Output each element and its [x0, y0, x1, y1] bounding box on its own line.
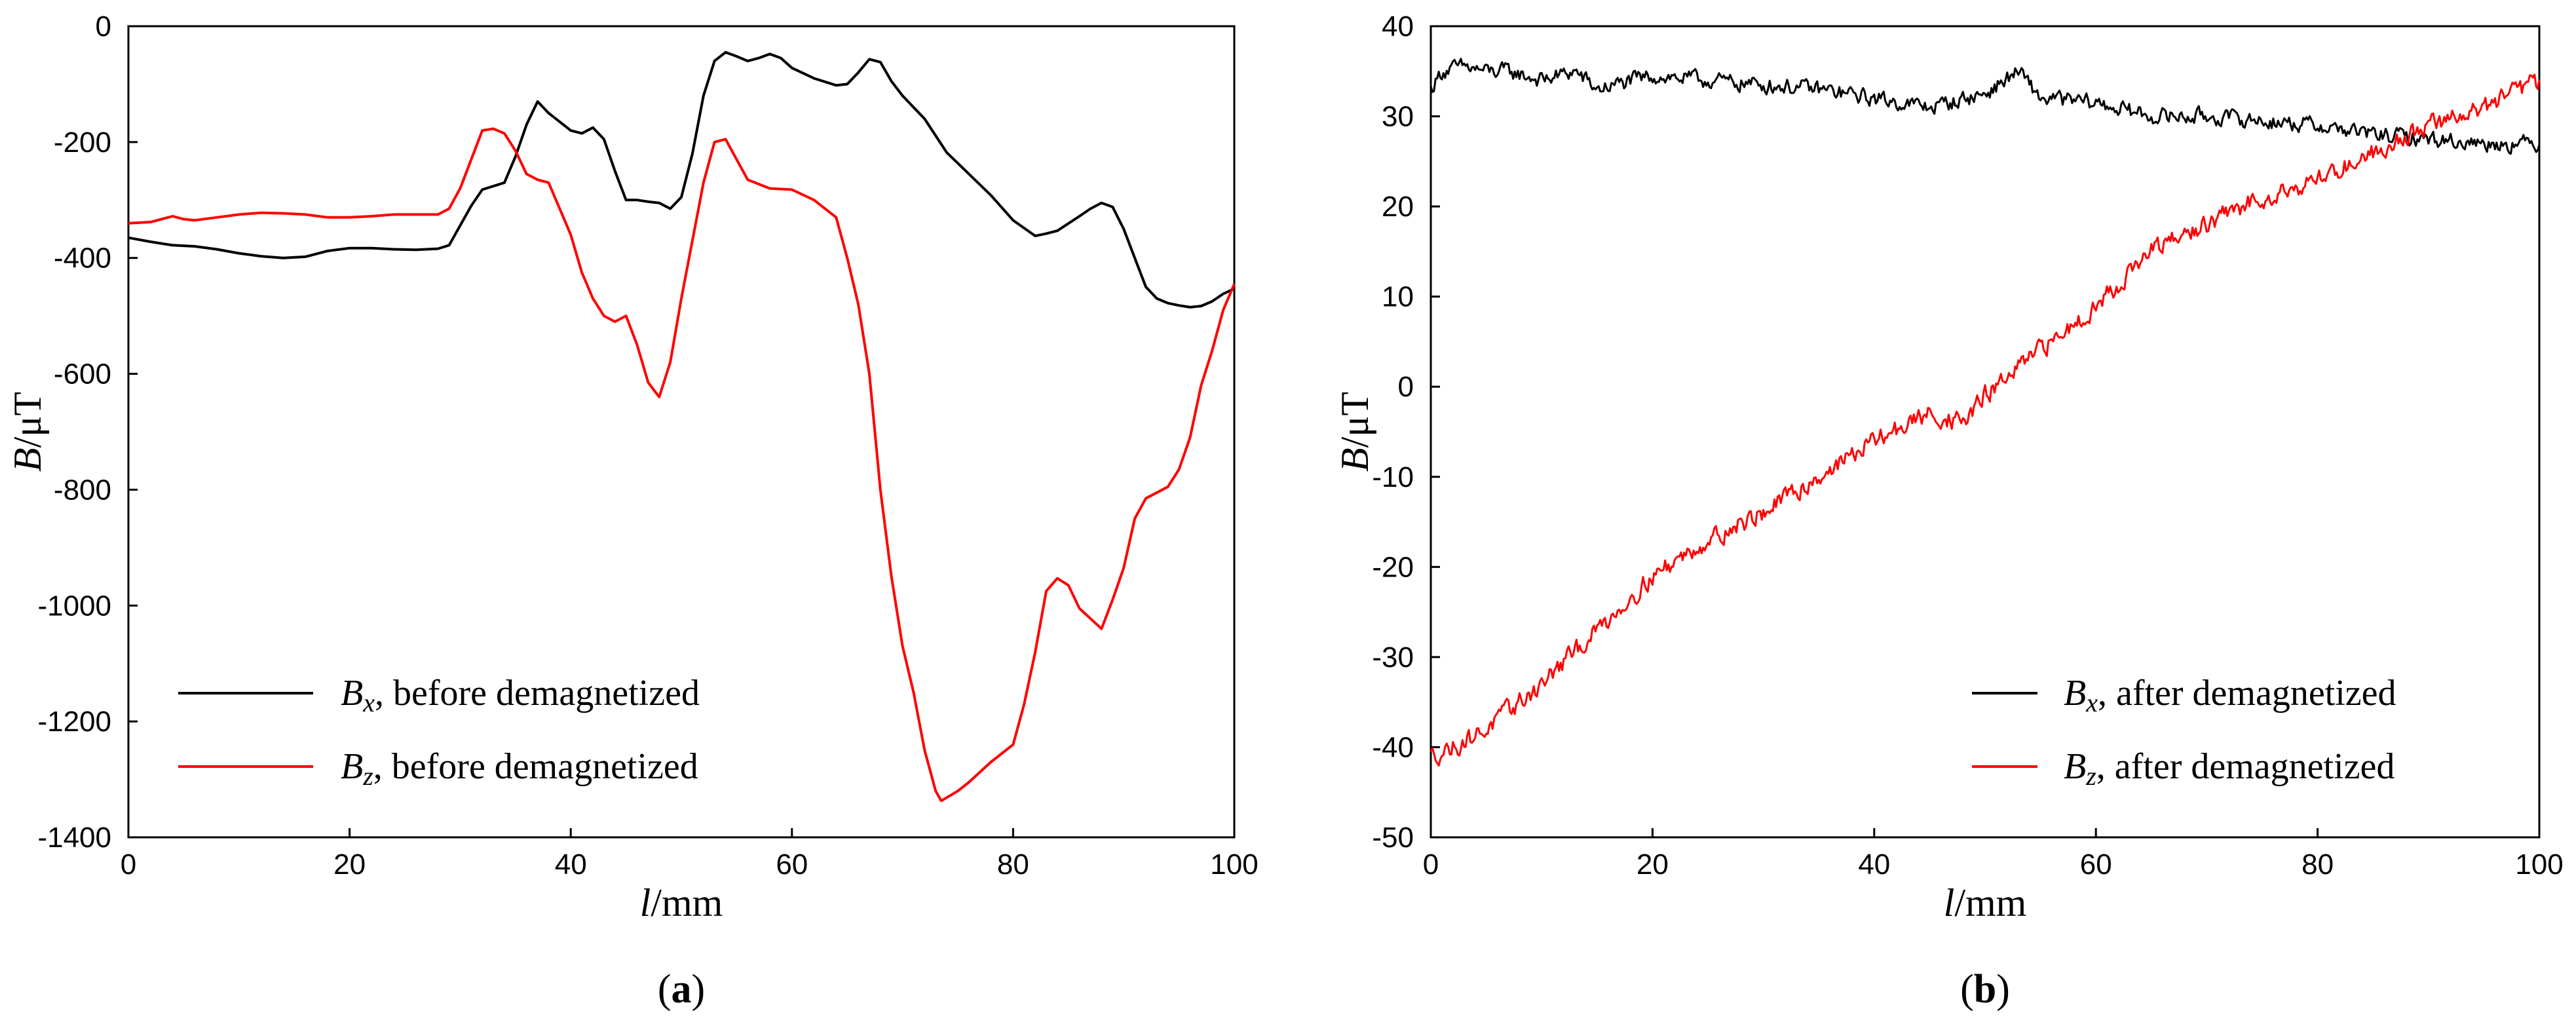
y-axis-unit-a: /μT — [6, 392, 49, 448]
x-tick-label-a-3: 60 — [776, 848, 808, 881]
data-lines-a — [128, 50, 1236, 803]
y-tick-label-b-0: -50 — [1372, 822, 1414, 854]
legend-rest-b-0: , after demagnetized — [2098, 673, 2396, 713]
x-tick-label-b-5: 100 — [2515, 848, 2563, 881]
legend-rest-b-1: , after demagnetized — [2096, 746, 2395, 787]
legend-var-b-1: B — [2064, 746, 2086, 787]
legend-rest-a-0: , before demagnetized — [375, 673, 700, 713]
x-axis-var-b: l — [1944, 881, 1955, 924]
x-axis-title-a: l/mm — [640, 881, 723, 924]
y-tick-label-a-2: -1000 — [37, 590, 111, 622]
legend-var-a-0: B — [341, 673, 363, 713]
y-tick-label-b-1: -40 — [1372, 731, 1414, 763]
legend-sub-a-1: z — [362, 761, 373, 791]
plot-frame-a — [127, 25, 1236, 839]
legend-var-b-0: B — [2064, 673, 2086, 713]
axis-ticks-b: 0 20 40 60 80 100 -50 -40 -30 -20 -10 0 10 20 30 40 — [1372, 10, 2563, 881]
y-tick-label-b-6: 10 — [1382, 281, 1414, 313]
legend-label-b-1: Bz, after demagnetized — [2064, 746, 2395, 791]
x-axis-title-b: l/mm — [1944, 881, 2027, 924]
chart-panel-a: 0 20 40 60 80 100 -1400 -1200 -1000 -800 -600 -400 -… — [6, 10, 1259, 1012]
y-tick-label-a-1: -1200 — [37, 706, 111, 738]
x-tick-label-a-2: 40 — [555, 848, 587, 881]
y-axis-var-a: B — [6, 447, 49, 472]
panel-open-a: ( — [658, 967, 672, 1012]
panel-open-b: ( — [1960, 967, 1974, 1012]
y-tick-label-b-2: -30 — [1372, 641, 1414, 674]
panel-close-a: ) — [692, 967, 706, 1012]
x-axis-unit-b: /mm — [1954, 881, 2026, 924]
series-line-b-1 — [1430, 73, 2541, 767]
legend-sub-a-0: x — [362, 688, 375, 717]
legend-label-a-0: Bx, before demagnetized — [341, 673, 700, 717]
y-tick-label-a-0: -1400 — [37, 822, 111, 854]
legend-label-b-0: Bx, after demagnetized — [2064, 673, 2396, 717]
y-tick-label-a-6: -200 — [54, 126, 111, 159]
y-tick-label-b-4: -10 — [1372, 461, 1414, 493]
y-tick-label-b-3: -20 — [1372, 551, 1414, 583]
y-tick-label-a-5: -400 — [54, 242, 111, 275]
plot-frame-b — [1430, 25, 2541, 839]
legend-sub-b-0: x — [2085, 688, 2098, 717]
x-tick-label-a-4: 80 — [997, 848, 1029, 881]
data-lines-b — [1430, 58, 2541, 767]
panel-close-b: ) — [1996, 967, 2010, 1012]
x-tick-label-a-5: 100 — [1210, 848, 1258, 881]
series-line-a-1 — [128, 127, 1236, 803]
y-tick-label-b-7: 20 — [1382, 191, 1414, 223]
y-axis-unit-b: /μT — [1333, 392, 1376, 448]
x-tick-label-b-2: 40 — [1858, 848, 1890, 881]
series-line-b-0 — [1430, 58, 2541, 155]
legend-label-a-1: Bz, before demagnetized — [341, 746, 698, 791]
legend-rest-a-1: , before demagnetized — [373, 746, 698, 787]
y-tick-label-b-9: 40 — [1382, 10, 1414, 43]
axis-ticks-a: 0 20 40 60 80 100 -1400 -1200 -1000 -800 -600 -400 -… — [37, 10, 1258, 881]
panel-label-b: (b) — [1960, 967, 2010, 1012]
panel-label-a: (a) — [658, 967, 705, 1012]
y-tick-label-a-7: 0 — [96, 10, 111, 43]
x-tick-label-b-4: 80 — [2301, 848, 2334, 881]
legend-var-a-1: B — [341, 746, 363, 787]
y-axis-var-b: B — [1333, 447, 1376, 472]
panel-letter-b: b — [1974, 967, 1996, 1012]
panel-letter-a: a — [672, 967, 692, 1012]
y-tick-label-a-3: -800 — [54, 474, 111, 506]
x-tick-label-a-0: 0 — [121, 848, 136, 881]
y-tick-label-b-8: 30 — [1382, 101, 1414, 133]
x-tick-label-a-1: 20 — [333, 848, 366, 881]
x-tick-label-b-3: 60 — [2080, 848, 2112, 881]
y-axis-title-a: B/μT — [6, 392, 49, 472]
y-axis-title-b: B/μT — [1333, 392, 1376, 472]
series-line-a-0 — [128, 50, 1235, 309]
x-tick-label-b-1: 20 — [1637, 848, 1669, 881]
x-axis-var-a: l — [640, 881, 651, 924]
legend-b: Bx, after demagnetized Bz, after demagne… — [1972, 673, 2396, 791]
x-tick-label-b-0: 0 — [1423, 848, 1439, 881]
legend-a: Bx, before demagnetized Bz, before demag… — [178, 673, 700, 791]
legend-sub-b-1: z — [2085, 761, 2096, 791]
x-axis-unit-a: /mm — [651, 881, 723, 924]
y-tick-label-b-5: 0 — [1398, 371, 1414, 403]
y-tick-label-a-4: -600 — [54, 358, 111, 390]
chart-panel-b: 0 20 40 60 80 100 -50 -40 -30 -20 -10 0 10 20 30 40 l/m… — [1333, 10, 2564, 1012]
